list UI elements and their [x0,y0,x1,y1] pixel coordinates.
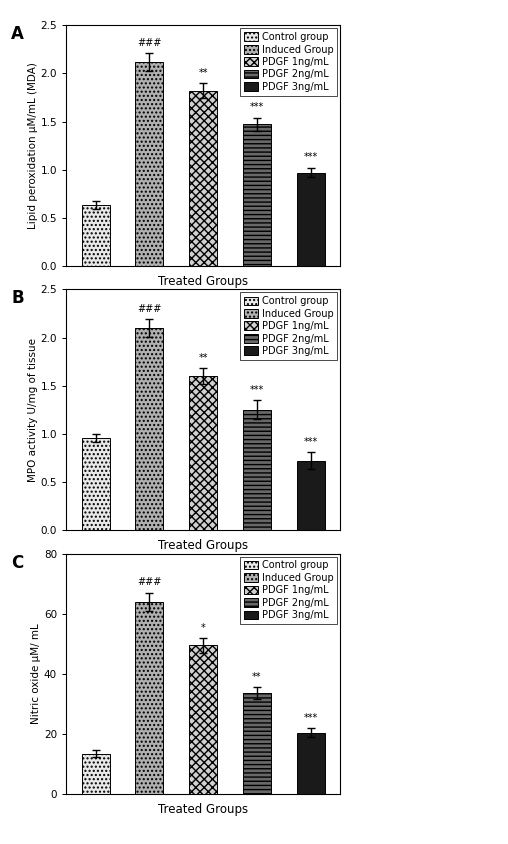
Text: ###: ### [137,304,162,314]
Bar [82,205,110,266]
Y-axis label: Nitric oxide μM/ mL: Nitric oxide μM/ mL [31,624,41,724]
Text: A: A [11,25,24,43]
X-axis label: Treated Groups: Treated Groups [158,803,248,816]
Text: ***: *** [250,102,264,112]
Text: ###: ### [137,38,162,48]
Text: **: ** [252,672,262,682]
Legend: Control group, Induced Group, PDGF 1ng/mL, PDGF 2ng/mL, PDGF 3ng/mL: Control group, Induced Group, PDGF 1ng/m… [240,556,337,624]
Bar [297,172,325,266]
Bar [189,91,217,266]
Text: B: B [11,289,24,307]
Bar [82,438,110,530]
Text: ***: *** [304,713,318,722]
Bar [136,602,164,794]
Text: **: ** [199,68,208,78]
Bar [189,376,217,530]
Y-axis label: MPO activity U/mg of tissue: MPO activity U/mg of tissue [27,338,38,482]
Text: *: * [201,623,206,632]
Bar [243,409,271,530]
Bar [82,754,110,794]
Bar [297,733,325,794]
Text: ***: *** [250,385,264,395]
Text: **: ** [199,353,208,363]
X-axis label: Treated Groups: Treated Groups [158,539,248,552]
Bar [243,124,271,266]
Bar [297,461,325,530]
Bar [243,694,271,794]
Text: C: C [11,554,23,571]
X-axis label: Treated Groups: Treated Groups [158,275,248,288]
Text: ***: *** [304,153,318,162]
Bar [136,62,164,266]
Text: ***: *** [304,437,318,446]
Bar [136,328,164,530]
Bar [189,646,217,794]
Legend: Control group, Induced Group, PDGF 1ng/mL, PDGF 2ng/mL, PDGF 3ng/mL: Control group, Induced Group, PDGF 1ng/m… [240,28,337,95]
Y-axis label: Lipid peroxidation μM/mL (MDA): Lipid peroxidation μM/mL (MDA) [27,62,38,229]
Legend: Control group, Induced Group, PDGF 1ng/mL, PDGF 2ng/mL, PDGF 3ng/mL: Control group, Induced Group, PDGF 1ng/m… [240,292,337,360]
Text: ###: ### [137,577,162,587]
